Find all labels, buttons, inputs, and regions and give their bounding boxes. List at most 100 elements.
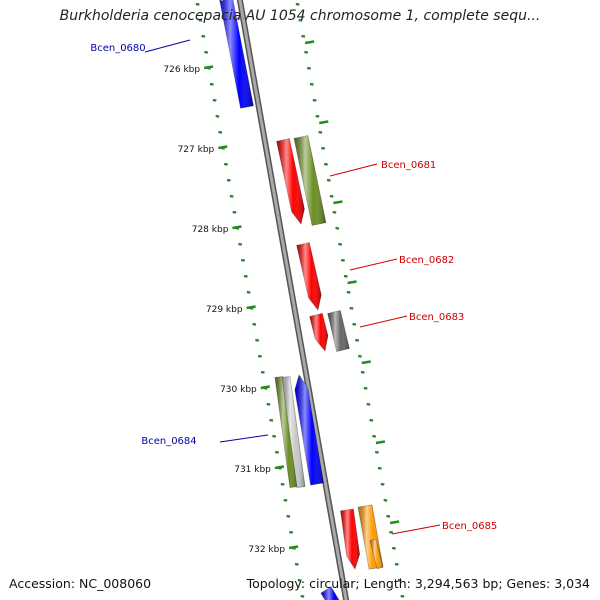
tick-mark — [375, 440, 386, 445]
ruler-dot — [297, 578, 302, 582]
gene-arrow-shading — [220, 0, 224, 2]
ruler-dot — [295, 2, 300, 6]
tick-mark — [246, 305, 256, 310]
ruler-dot — [212, 98, 217, 102]
tick-mark — [347, 280, 357, 285]
gene-arrow-shading — [296, 242, 322, 310]
ruler-dot — [266, 402, 271, 406]
tick-mark — [274, 465, 285, 470]
ruler-dot — [343, 274, 348, 278]
ruler-dot — [363, 386, 368, 390]
gene-label: Bcen_0684 — [141, 436, 196, 447]
tick-mark — [361, 360, 371, 365]
page-title: Burkholderia cenocepacia AU 1054 chromos… — [59, 8, 541, 24]
gene-arrow-shading — [320, 586, 339, 600]
ruler-dot — [369, 418, 374, 422]
backbone-highlight — [238, 0, 348, 600]
gene-arrow-shading — [219, 0, 254, 109]
tick-label: 728 kbp — [192, 225, 229, 235]
ruler-dot — [272, 434, 277, 438]
ruler-dot — [240, 258, 245, 262]
gene-label-line — [219, 434, 269, 443]
ruler-dot — [226, 178, 231, 182]
ruler-dot — [383, 498, 388, 502]
ruler-dot — [338, 242, 343, 246]
gene-arrow-shading — [370, 539, 383, 569]
gene-features — [219, 0, 384, 600]
ruler-dot — [309, 82, 314, 86]
ruler-dot — [232, 210, 237, 214]
ruler-dot — [349, 306, 354, 310]
ruler-dot — [374, 450, 379, 454]
gene-arrow-shading — [327, 310, 350, 352]
ruler-dot — [346, 290, 351, 294]
ruler-dot — [215, 114, 220, 118]
tick-mark — [260, 385, 270, 390]
gene-arrow-shading — [282, 376, 305, 488]
tick-label: 730 kbp — [220, 385, 257, 395]
ruler-dot — [332, 210, 337, 214]
gene-label: Bcen_0681 — [381, 160, 436, 171]
gene-label: Bcen_0685 — [442, 521, 497, 532]
ruler-dot — [300, 594, 305, 598]
gene-label-line — [349, 258, 398, 271]
ruler-dots — [195, 2, 405, 598]
gene-label-line — [391, 524, 441, 535]
gene-label: Bcen_0682 — [399, 255, 454, 266]
tick-mark — [304, 40, 315, 45]
ruler-dot — [201, 34, 206, 38]
ruler-dot — [204, 50, 209, 54]
ruler-dot — [357, 354, 362, 358]
tick-mark — [232, 225, 242, 230]
ruler-dot — [255, 338, 260, 342]
gene-label: Bcen_0680 — [90, 43, 145, 54]
ruler-dot — [294, 562, 299, 566]
tick-mark — [389, 520, 400, 525]
gene-arrow-shading — [309, 313, 328, 351]
ruler-dot — [335, 226, 340, 230]
gene-labels: Bcen_0680 Bcen_0681 Bcen_0682 Bcen_0683 Bcen… — [90, 39, 497, 535]
ruler-dot — [312, 98, 317, 102]
ruler-dot — [283, 498, 288, 502]
ruler-dot — [355, 338, 360, 342]
ruler-dot — [280, 482, 285, 486]
ruler-dot — [252, 322, 257, 326]
ruler-dot — [386, 514, 391, 518]
ruler-dot — [394, 562, 399, 566]
ruler-dot — [360, 370, 365, 374]
ruler-dot — [257, 354, 262, 358]
gene-label-line — [144, 39, 191, 53]
ruler-dot — [246, 290, 251, 294]
tick-label: 731 kbp — [234, 465, 271, 475]
ruler-dot — [318, 130, 323, 134]
ruler-dot — [304, 50, 309, 54]
tick-label: 727 kbp — [178, 145, 215, 155]
ruler-dot — [323, 162, 328, 166]
tick-mark — [203, 65, 214, 70]
tick-label: 729 kbp — [206, 305, 243, 315]
ruler-dot — [286, 514, 291, 518]
ruler-dot — [301, 34, 306, 38]
ruler-dot — [269, 418, 274, 422]
ruler-dot — [260, 370, 265, 374]
ruler-dot — [223, 162, 228, 166]
ruler-dot — [274, 450, 279, 454]
ruler-dot — [326, 178, 331, 182]
gene-arrow-shading — [275, 376, 298, 488]
gene-arrow-shading — [294, 375, 324, 486]
ruler-dot — [397, 578, 402, 582]
ruler-dot — [329, 194, 334, 198]
ruler-dot — [229, 194, 234, 198]
ruler-dot — [372, 434, 377, 438]
ruler-dot — [195, 2, 200, 6]
gene-label: Bcen_0683 — [409, 312, 464, 323]
ruler-dot — [321, 146, 326, 150]
ruler-dot — [238, 242, 243, 246]
ruler-dot — [298, 18, 303, 22]
tick-label: 732 kbp — [248, 545, 285, 555]
ruler-dot — [306, 66, 311, 70]
ruler-dot — [289, 530, 294, 534]
ruler-dot — [352, 322, 357, 326]
tick-label: 726 kbp — [163, 65, 200, 75]
gene-arrow-shading — [276, 138, 305, 224]
